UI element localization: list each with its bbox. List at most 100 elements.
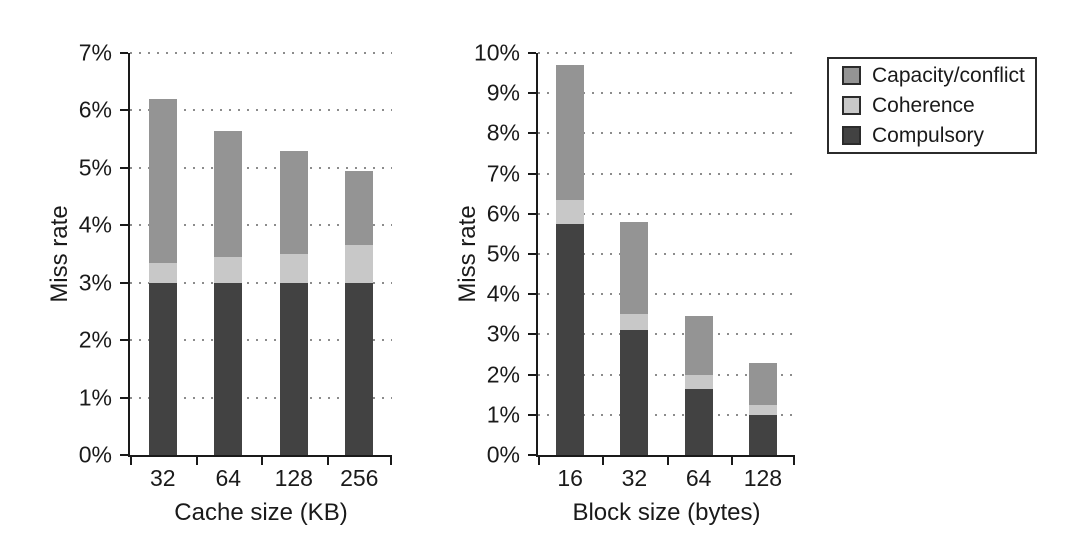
y-axis-tick [528, 373, 536, 376]
y-tick-label: 4% [78, 211, 112, 238]
segment-capacity-conflict [148, 98, 177, 263]
y-axis-tick [528, 132, 536, 135]
x-tick-label: 32 [621, 465, 648, 491]
y-axis-title: Miss rate [46, 205, 73, 303]
gridline [538, 253, 795, 255]
y-axis-tick [528, 333, 536, 336]
y-axis-tick [120, 224, 128, 227]
gridline [538, 172, 795, 175]
gridline [130, 339, 392, 342]
x-axis-tick [326, 457, 329, 465]
cache-size-chart: 0% 1% 2% 3% 4% 5% 6% 7% 32 64 128 256 Cache size (KB… [46, 41, 392, 525]
segment-capacity-conflict [345, 170, 374, 246]
segment-capacity-conflict [279, 150, 308, 254]
y-axis-tick [120, 166, 128, 169]
segment-capacity-conflict [684, 316, 713, 375]
segment-compulsory [684, 388, 713, 455]
x-tick-label: 64 [685, 465, 712, 491]
y-axis-tick [120, 396, 128, 399]
y-axis-tick [528, 253, 536, 255]
gridline [130, 396, 392, 399]
gridline [538, 413, 795, 416]
segment-capacity-conflict [556, 65, 585, 200]
segment-capacity-conflict [620, 221, 649, 315]
segment-compulsory [748, 414, 777, 455]
y-axis-tick [528, 212, 536, 215]
gridline [130, 109, 392, 112]
x-axis-tick [261, 457, 263, 465]
gridline [130, 166, 392, 169]
legend-label: Compulsory [872, 124, 985, 148]
x-tick-label: 128 [743, 465, 783, 491]
x-axis-title: Cache size (KB) [174, 499, 348, 526]
segment-coherence [556, 199, 585, 224]
segment-capacity-conflict [748, 362, 777, 405]
x-axis-tick [666, 457, 669, 465]
segment-compulsory [345, 282, 374, 455]
x-axis-tick [390, 457, 392, 465]
legend: Capacity/conflict Coherence Compulsory [827, 57, 1037, 154]
segment-coherence [620, 314, 649, 331]
y-tick-label: 10% [473, 39, 520, 66]
y-tick-label: 3% [78, 269, 112, 296]
y-tick-label: 6% [486, 200, 520, 227]
legend-swatch-coherence [842, 96, 861, 115]
legend-label: Capacity/conflict [872, 63, 1025, 87]
x-axis-tick [730, 457, 733, 465]
segment-compulsory [556, 223, 585, 455]
segment-compulsory [279, 282, 308, 455]
y-tick-label: 5% [486, 240, 520, 267]
x-axis-tick [195, 457, 198, 465]
x-axis-title: Block size (bytes) [572, 499, 761, 526]
x-tick-label: 16 [557, 465, 583, 491]
y-tick-label: 1% [486, 401, 520, 428]
y-axis-tick [528, 172, 536, 175]
y-tick-label: 4% [486, 280, 520, 307]
y-axis-tick [528, 92, 536, 95]
y-tick-label: 9% [486, 79, 520, 106]
y-tick-label: 0% [486, 441, 520, 468]
gridline [130, 52, 392, 54]
x-tick-label: 256 [340, 465, 379, 491]
y-axis-tick [120, 339, 128, 342]
segment-compulsory [620, 330, 649, 455]
x-tick-label: 32 [149, 465, 176, 491]
gridline [538, 92, 795, 95]
y-axis-tick [120, 109, 128, 112]
y-tick-label: 2% [486, 361, 520, 388]
x-axis-tick [602, 457, 605, 465]
gridline [538, 52, 795, 54]
y-tick-label: 0% [78, 441, 112, 468]
legend-item-coherence: Coherence [842, 94, 1022, 117]
y-axis-tick [528, 293, 536, 296]
segment-coherence [345, 245, 374, 283]
gridline [538, 373, 795, 376]
gridline [130, 281, 392, 284]
legend-item-capacity-conflict: Capacity/conflict [842, 63, 1025, 87]
x-tick-label: 64 [215, 465, 242, 491]
y-tick-label: 1% [78, 384, 112, 411]
legend-item-compulsory: Compulsory [842, 124, 1022, 147]
y-axis-tick [528, 52, 536, 54]
y-axis-tick [528, 413, 536, 416]
segment-coherence [279, 254, 308, 283]
y-tick-label: 2% [78, 326, 112, 353]
y-tick-label: 8% [486, 119, 520, 146]
y-axis-tick [120, 454, 128, 456]
gridline [538, 132, 795, 135]
gridline [538, 293, 795, 296]
legend-swatch-capacity-conflict [842, 65, 861, 85]
y-tick-label: 5% [78, 154, 112, 181]
block-size-chart: 0% 1% 2% 3% 4% 5% 6% 7% 8% 9% 10% 16 32 64 128 Block si… [454, 41, 795, 525]
segment-coherence [214, 256, 243, 283]
y-tick-label: 7% [78, 39, 112, 66]
segment-compulsory [214, 282, 243, 455]
x-axis-tick [793, 457, 795, 465]
y-tick-label: 6% [78, 96, 112, 123]
segment-coherence [684, 374, 713, 389]
legend-label: Coherence [872, 93, 975, 117]
y-axis-tick [120, 52, 128, 54]
gridline [538, 212, 795, 215]
y-tick-label: 3% [486, 320, 520, 347]
